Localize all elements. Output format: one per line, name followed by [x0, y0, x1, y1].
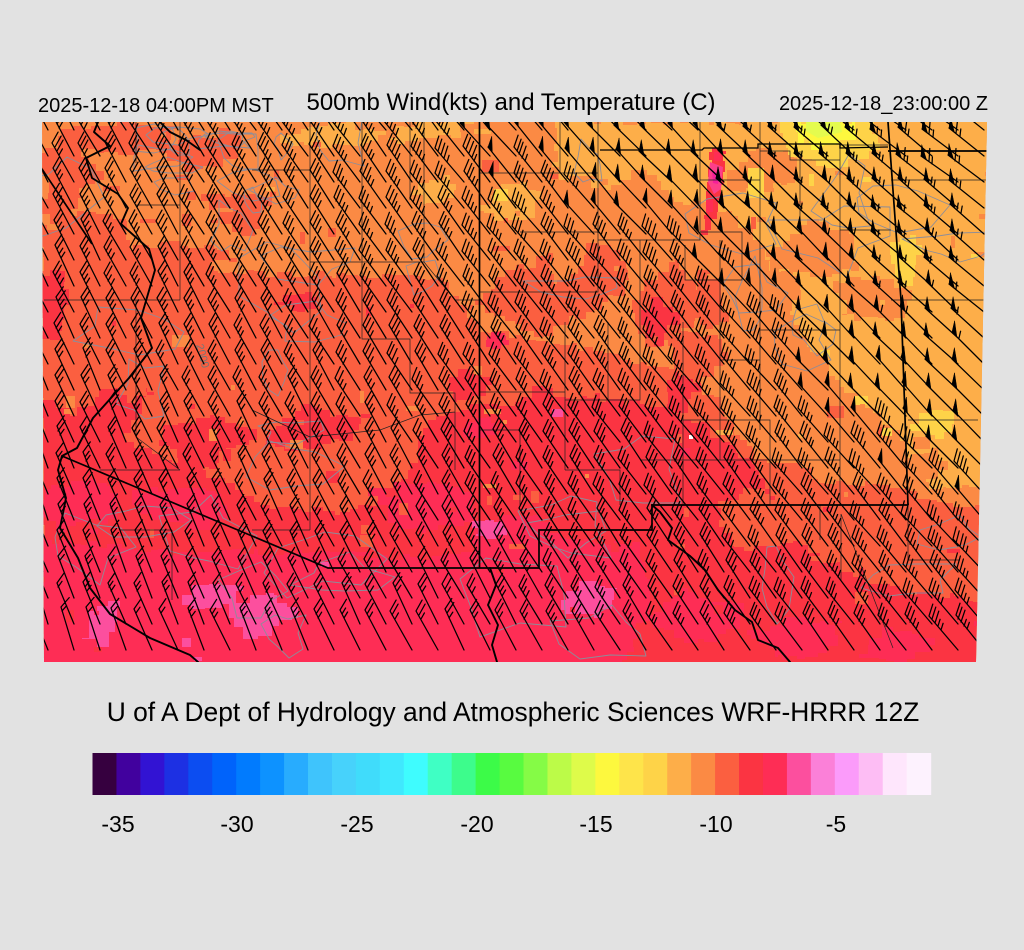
- svg-text:2025-12-18 04:00PM MST: 2025-12-18 04:00PM MST: [38, 95, 274, 117]
- svg-text:-20: -20: [460, 811, 493, 837]
- svg-text:U of A Dept of Hydrology and A: U of A Dept of Hydrology and Atmospheric…: [107, 697, 920, 727]
- svg-text:-30: -30: [220, 811, 253, 837]
- svg-text:-15: -15: [579, 811, 612, 837]
- svg-text:2025-12-18_23:00:00 Z: 2025-12-18_23:00:00 Z: [779, 93, 988, 115]
- svg-text:-10: -10: [699, 811, 732, 837]
- svg-text:-35: -35: [101, 811, 134, 837]
- svg-text:500mb Wind(kts) and Temperatur: 500mb Wind(kts) and Temperature (C): [306, 89, 715, 116]
- svg-text:-25: -25: [340, 811, 373, 837]
- svg-text:-5: -5: [826, 811, 846, 837]
